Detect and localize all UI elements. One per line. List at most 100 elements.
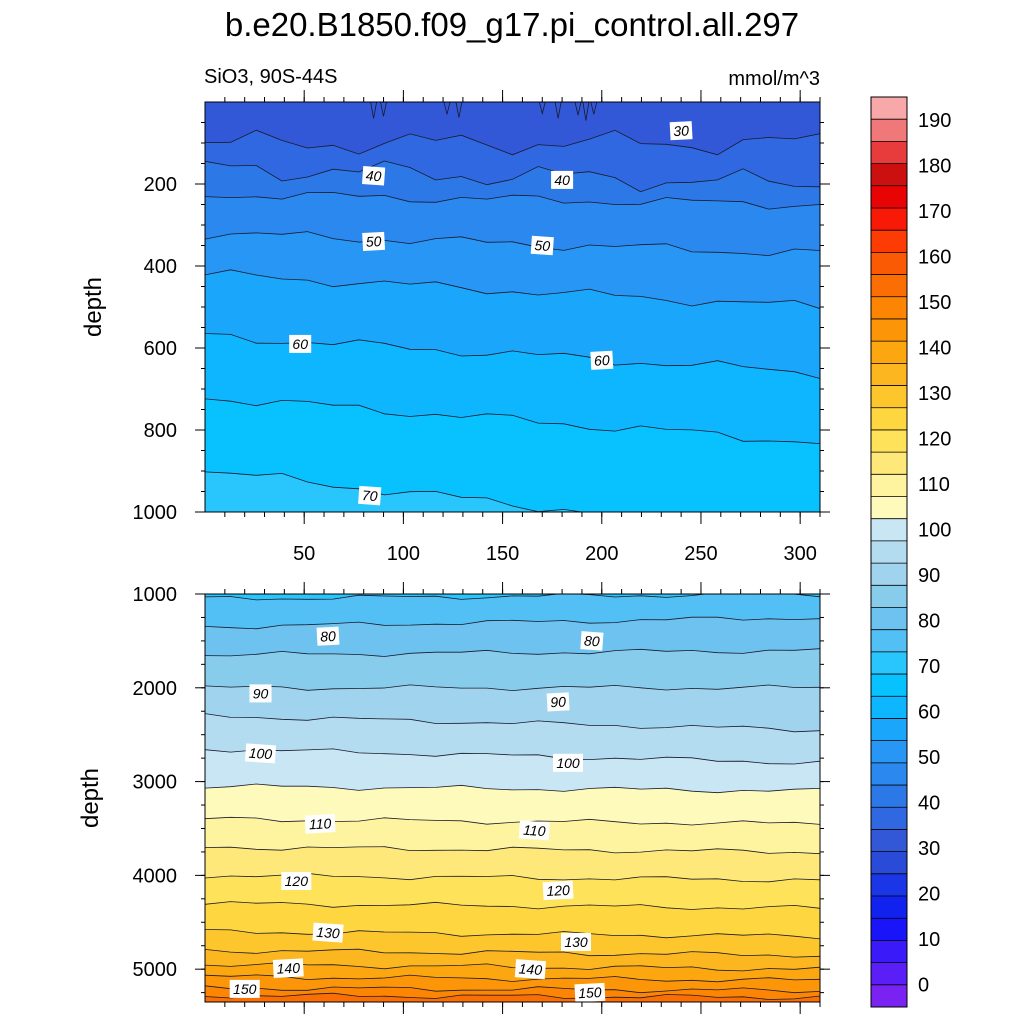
contour-label-bg: [358, 485, 382, 506]
colorbar-swatch: [871, 185, 907, 209]
y-tick-label: 600: [144, 338, 177, 360]
contour-label-text: 40: [365, 167, 382, 184]
contour-label-text: 30: [673, 122, 690, 139]
left-subtitle: SiO3, 90S-44S: [204, 66, 337, 88]
upper-contour-labels: 30 40 40 50 50 60 60 70: [289, 121, 693, 506]
contour-label-bg: [289, 334, 312, 353]
colorbar-tick-label: 130: [918, 383, 951, 405]
colorbar-swatch: [871, 474, 907, 497]
contour-label-bg: [249, 684, 272, 703]
y-tick-label: 4000: [133, 865, 178, 887]
contour-label-text: 60: [292, 336, 308, 352]
colorbar-tick-label: 140: [918, 337, 951, 359]
contour-line: [205, 129, 820, 156]
contour-line: [205, 684, 820, 692]
contour-label: 40: [361, 166, 386, 186]
contour-band: [205, 398, 820, 512]
colorbar-tick-label: 70: [918, 656, 940, 678]
contour-label-bg: [590, 350, 614, 370]
colorbar-swatch: [871, 762, 907, 786]
lower-y-axis-label: depth: [77, 768, 104, 828]
contour-label: 30: [669, 121, 693, 141]
lower-contour-plot: 80 80 90 90 100 100 110 110 120 120 130 130 140 140 15…: [77, 582, 830, 1014]
contour-label-bg: [561, 933, 591, 951]
figure-title: b.e20.B1850.f09_g17.pi_control.all.297: [225, 6, 799, 43]
contour-label: 90: [249, 684, 272, 703]
colorbar-tick-label: 90: [918, 565, 940, 587]
contour-label: 130: [312, 922, 344, 943]
lower-contour-labels: 80 80 90 90 100 100 110 110 120 120 130 130 140 140 15…: [229, 626, 606, 1003]
colorbar-swatch: [871, 318, 907, 342]
contour-label-text: 90: [253, 685, 269, 701]
colorbar-swatch: [871, 363, 907, 386]
colorbar-swatch: [871, 540, 907, 564]
contour-label-text: 50: [365, 233, 382, 250]
y-tick-label: 1000: [133, 584, 178, 606]
x-tick-label: 300: [783, 543, 816, 565]
contour-label-bg: [316, 626, 340, 646]
lower-contour-lines: [205, 594, 820, 1000]
contour-label-text: 100: [248, 745, 273, 763]
colorbar-swatch: [871, 585, 907, 608]
contour-label-text: 100: [556, 755, 580, 771]
colorbar-tick-label: 30: [918, 838, 940, 860]
colorbar-tick-label: 170: [918, 201, 951, 223]
y-tick-label: 1000: [133, 502, 178, 524]
y-tick-label: 200: [144, 174, 177, 196]
colorbar-tick-label: 150: [918, 292, 951, 314]
contour-label-text: 140: [518, 960, 543, 978]
colorbar-swatch: [871, 829, 907, 852]
colorbar-swatch: [871, 163, 907, 187]
contour-line: [205, 929, 820, 940]
colorbar-swatch: [871, 785, 907, 808]
colorbar-swatch: [871, 496, 907, 520]
contour-label-text: 50: [534, 237, 551, 254]
colorbar-swatch: [871, 918, 907, 941]
contour-line: [205, 231, 820, 257]
colorbar-tick-label: 80: [918, 610, 940, 632]
colorbar-swatch: [871, 873, 907, 897]
contour-line: [205, 992, 820, 1000]
contour-label: 80: [316, 626, 340, 646]
contour-line: [205, 901, 820, 910]
colorbar-swatch: [871, 252, 907, 275]
colorbar-tick-label: 190: [918, 110, 951, 132]
contour-label: 110: [304, 814, 336, 834]
colorbar: 0 10 20 30 40 50 60 70 80 90 100 110 120 130 140 150 160…: [870, 96, 951, 1008]
contour-label-bg: [669, 121, 693, 141]
contour-label: 120: [542, 880, 574, 901]
contour-line: [205, 471, 642, 512]
colorbar-swatch: [871, 962, 907, 986]
colorbar-swatch: [871, 429, 907, 453]
contour-line: [205, 398, 820, 444]
colorbar-swatch: [871, 851, 907, 875]
contour-label-text: 130: [316, 924, 341, 942]
colorbar-swatch: [871, 696, 907, 719]
colorbar-swatch: [871, 984, 907, 1008]
upper-y-axis-label: depth: [80, 277, 107, 337]
contour-label: 80: [580, 631, 604, 651]
y-tick-label: 3000: [133, 772, 178, 794]
contour-line: [205, 748, 820, 765]
colorbar-tick-label: 120: [918, 428, 951, 450]
contour-label-bg: [574, 982, 606, 1003]
colorbar-tick-label: 60: [918, 701, 940, 723]
y-tick-label: 5000: [133, 959, 178, 981]
contour-label: 120: [281, 872, 312, 890]
colorbar-tick-label: 10: [918, 929, 940, 951]
units-subtitle: mmol/m^3: [728, 68, 820, 90]
contour-line: [205, 985, 820, 994]
contour-band: [205, 993, 820, 1002]
colorbar-swatch: [871, 651, 907, 675]
upper-filled-contours: [205, 102, 820, 512]
contour-label: 70: [358, 485, 382, 506]
colorbar-tick-label: 20: [918, 883, 940, 905]
contour-label: 50: [362, 231, 386, 251]
contour-label-bg: [244, 743, 277, 764]
contour-label-bg: [530, 235, 554, 256]
colorbar-swatch: [871, 141, 907, 164]
colorbar-frame: [870, 96, 908, 1008]
colorbar-swatch: [871, 230, 907, 253]
contour-label-bg: [553, 753, 583, 772]
